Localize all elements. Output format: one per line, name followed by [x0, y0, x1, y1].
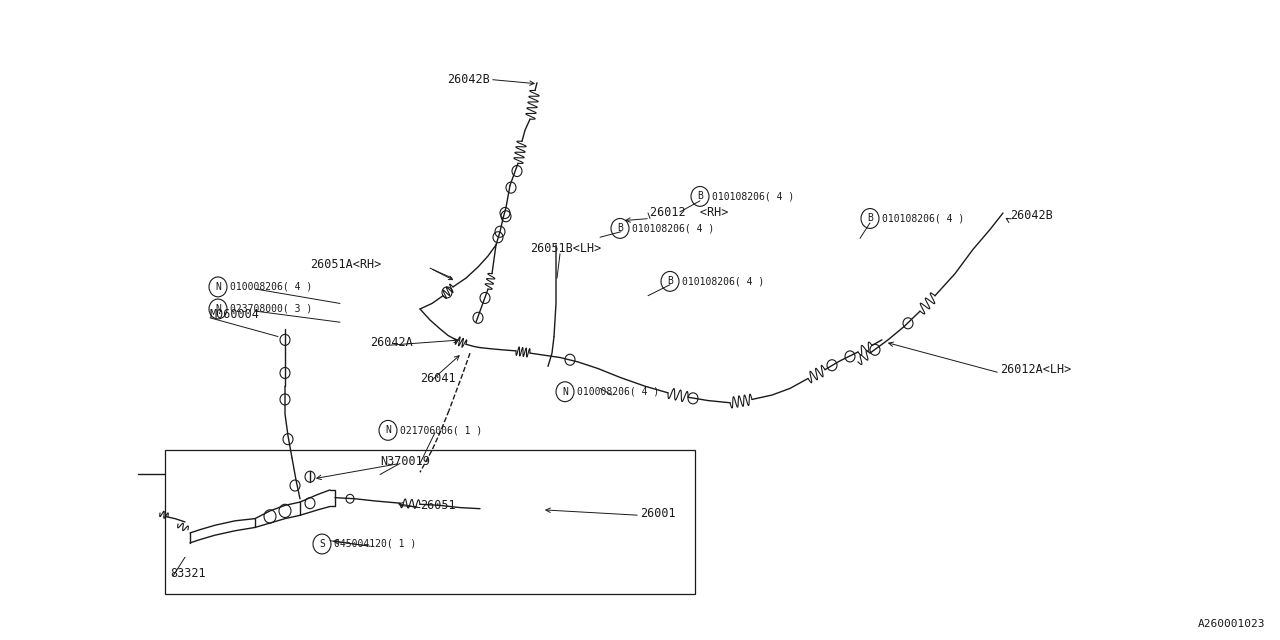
Text: 26041: 26041: [420, 372, 456, 385]
Text: 010108206( 4 ): 010108206( 4 ): [712, 191, 795, 202]
Text: 023708000( 3 ): 023708000( 3 ): [230, 304, 312, 314]
Text: 26012  <RH>: 26012 <RH>: [650, 207, 728, 220]
Text: 010108206( 4 ): 010108206( 4 ): [882, 214, 964, 223]
Text: 021706006( 1 ): 021706006( 1 ): [399, 426, 483, 435]
Text: 010008206( 4 ): 010008206( 4 ): [577, 387, 659, 397]
Text: 010108206( 4 ): 010108206( 4 ): [632, 223, 714, 234]
Text: N: N: [215, 304, 221, 314]
Text: N: N: [215, 282, 221, 292]
Text: A260001023: A260001023: [1198, 619, 1265, 629]
Text: 26042B: 26042B: [447, 73, 490, 86]
Text: 26042B: 26042B: [1010, 209, 1052, 221]
Text: S: S: [319, 539, 325, 549]
Text: M060004: M060004: [210, 308, 260, 321]
Text: B: B: [667, 276, 673, 286]
Text: N: N: [385, 426, 390, 435]
Text: 26001: 26001: [640, 507, 676, 520]
Text: N: N: [562, 387, 568, 397]
Text: 26051: 26051: [420, 499, 456, 512]
Text: 26051B<LH>: 26051B<LH>: [530, 242, 602, 255]
Text: 010108206( 4 ): 010108206( 4 ): [682, 276, 764, 286]
Text: 26042A: 26042A: [370, 335, 412, 349]
Text: B: B: [698, 191, 703, 202]
Text: B: B: [867, 214, 873, 223]
Text: 010008206( 4 ): 010008206( 4 ): [230, 282, 312, 292]
Text: 83321: 83321: [170, 567, 206, 580]
Text: B: B: [617, 223, 623, 234]
Bar: [165, 450, 695, 594]
Text: 26012A<LH>: 26012A<LH>: [1000, 363, 1071, 376]
Text: 045004120( 1 ): 045004120( 1 ): [334, 539, 416, 549]
Text: 26051A<RH>: 26051A<RH>: [310, 259, 381, 271]
Text: N370019: N370019: [380, 455, 430, 468]
